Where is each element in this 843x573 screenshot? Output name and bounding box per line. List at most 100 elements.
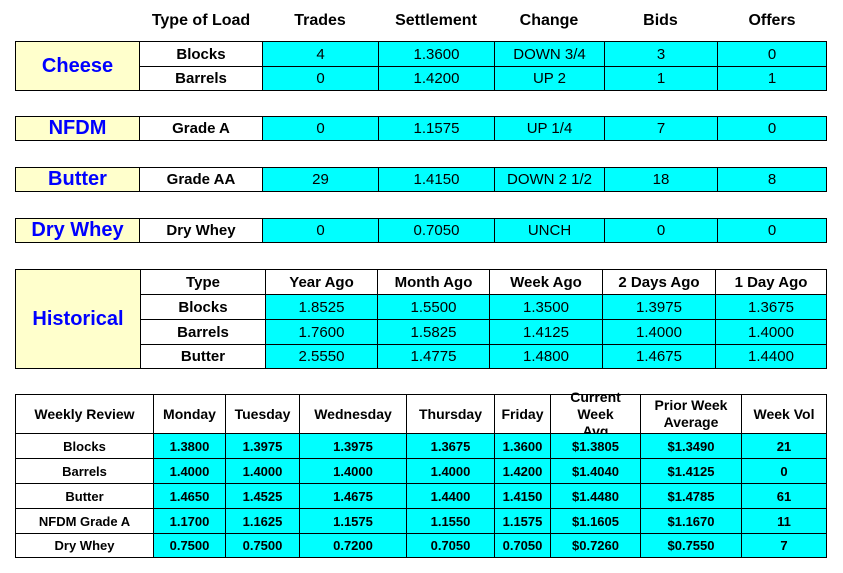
historical-col-week-ago: Week Ago — [489, 269, 603, 295]
weekly-value: 0.7500 — [153, 533, 226, 558]
cheese-barrels-change: UP 2 — [494, 66, 605, 91]
weekly-value: $1.4785 — [640, 483, 742, 509]
historical-row-type: Blocks — [140, 294, 266, 320]
col-header-change: Change — [519, 12, 579, 29]
weekly-value: 1.1625 — [225, 508, 300, 534]
dry-whey-label: Dry Whey — [15, 218, 140, 243]
nfdm-label: NFDM — [15, 116, 140, 141]
cheese-label: Cheese — [15, 41, 140, 91]
nfdm-bids: 7 — [604, 116, 718, 141]
historical-value: 1.8525 — [265, 294, 378, 320]
weekly-value: 0.7500 — [225, 533, 300, 558]
weekly-col-week-vol: Week Vol — [741, 394, 827, 434]
weekly-value: 1.4000 — [406, 458, 495, 484]
weekly-value: 61 — [741, 483, 827, 509]
weekly-row-label: Barrels — [15, 458, 154, 484]
col-header-trades: Trades — [294, 12, 346, 29]
nfdm-type: Grade A — [139, 116, 263, 141]
dry-whey-trades: 0 — [262, 218, 379, 243]
weekly-value: $1.4125 — [640, 458, 742, 484]
historical-col-year-ago: Year Ago — [265, 269, 378, 295]
butter-type: Grade AA — [139, 167, 263, 192]
dry-whey-settlement: 0.7050 — [378, 218, 495, 243]
butter-bids: 18 — [604, 167, 718, 192]
historical-value: 2.5550 — [265, 344, 378, 369]
nfdm-change: UP 1/4 — [494, 116, 605, 141]
cheese-barrels-offers: 1 — [717, 66, 827, 91]
weekly-value: 1.4200 — [494, 458, 551, 484]
weekly-col-monday: Monday — [153, 394, 226, 434]
weekly-col-current-week-avg: Current Week Avg — [550, 389, 641, 439]
cheese-blocks-bids: 3 — [604, 41, 718, 67]
cheese-barrels-settlement: 1.4200 — [378, 66, 495, 91]
cheese-blocks-trades: 4 — [262, 41, 379, 67]
weekly-value: 1.3975 — [225, 433, 300, 459]
butter-offers: 8 — [717, 167, 827, 192]
weekly-value: $1.4040 — [550, 458, 641, 484]
nfdm-settlement: 1.1575 — [378, 116, 495, 141]
weekly-col-weekly-review: Weekly Review — [15, 394, 154, 434]
cheese-blocks-type: Blocks — [139, 41, 263, 67]
nfdm-trades: 0 — [262, 116, 379, 141]
historical-value: 1.7600 — [265, 319, 378, 345]
col-header-bids: Bids — [643, 12, 678, 29]
weekly-row-label: NFDM Grade A — [15, 508, 154, 534]
weekly-value: $0.7550 — [640, 533, 742, 558]
col-header-settlement: Settlement — [395, 12, 477, 29]
cheese-blocks-change: DOWN 3/4 — [494, 41, 605, 67]
historical-value: 1.3675 — [715, 294, 827, 320]
historical-value: 1.4775 — [377, 344, 490, 369]
historical-value: 1.5825 — [377, 319, 490, 345]
cheese-barrels-bids: 1 — [604, 66, 718, 91]
weekly-value: $1.4480 — [550, 483, 641, 509]
weekly-value: 1.3675 — [406, 433, 495, 459]
weekly-value: $1.1670 — [640, 508, 742, 534]
weekly-value: 1.3975 — [299, 433, 407, 459]
weekly-value: 1.4000 — [153, 458, 226, 484]
weekly-value: 1.1575 — [299, 508, 407, 534]
weekly-col-prior-week-average: Prior Week Average — [640, 394, 742, 434]
weekly-value: 1.3800 — [153, 433, 226, 459]
col-header-type-of-load: Type of Load — [151, 12, 251, 29]
weekly-value: 1.1700 — [153, 508, 226, 534]
weekly-value: 0 — [741, 458, 827, 484]
weekly-value: 0.7050 — [406, 533, 495, 558]
historical-col-month-ago: Month Ago — [377, 269, 490, 295]
cheese-barrels-type: Barrels — [139, 66, 263, 91]
weekly-value: $1.3490 — [640, 433, 742, 459]
weekly-value: 1.4650 — [153, 483, 226, 509]
butter-label: Butter — [15, 167, 140, 192]
butter-change: DOWN 2 1/2 — [494, 167, 605, 192]
weekly-value: 7 — [741, 533, 827, 558]
weekly-value: 0.7050 — [494, 533, 551, 558]
dry-whey-type: Dry Whey — [139, 218, 263, 243]
weekly-value: $0.7260 — [550, 533, 641, 558]
weekly-value: 1.1550 — [406, 508, 495, 534]
historical-col-2-days-ago: 2 Days Ago — [602, 269, 716, 295]
weekly-value: 21 — [741, 433, 827, 459]
weekly-col-thursday: Thursday — [406, 394, 495, 434]
cheese-barrels-trades: 0 — [262, 66, 379, 91]
weekly-value: 1.4000 — [299, 458, 407, 484]
weekly-value: 1.3600 — [494, 433, 551, 459]
weekly-col-friday: Friday — [494, 394, 551, 434]
historical-row-type: Barrels — [140, 319, 266, 345]
weekly-value: 1.1575 — [494, 508, 551, 534]
historical-value: 1.3975 — [602, 294, 716, 320]
weekly-row-label: Butter — [15, 483, 154, 509]
weekly-value: 1.4000 — [225, 458, 300, 484]
weekly-value: 1.4525 — [225, 483, 300, 509]
weekly-value: $1.1605 — [550, 508, 641, 534]
weekly-value: 11 — [741, 508, 827, 534]
weekly-row-label: Dry Whey — [15, 533, 154, 558]
historical-value: 1.3500 — [489, 294, 603, 320]
historical-col-type: Type — [140, 269, 266, 295]
cheese-blocks-offers: 0 — [717, 41, 827, 67]
weekly-value: 1.4150 — [494, 483, 551, 509]
historical-value: 1.4400 — [715, 344, 827, 369]
historical-col-1-day-ago: 1 Day Ago — [715, 269, 827, 295]
dry-whey-change: UNCH — [494, 218, 605, 243]
dry-whey-bids: 0 — [604, 218, 718, 243]
historical-value: 1.4125 — [489, 319, 603, 345]
historical-value: 1.4800 — [489, 344, 603, 369]
